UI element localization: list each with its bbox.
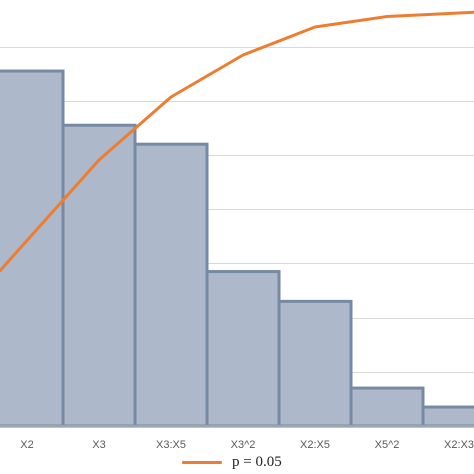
legend-label: p = 0.05 (232, 453, 282, 470)
x-tick-label: X3:X5 (156, 439, 186, 451)
bar-series (0, 69, 474, 428)
legend-line-swatch (182, 460, 222, 464)
x-tick-label: X2:X3 (444, 439, 474, 451)
bar-x2-x5 (277, 299, 353, 428)
x-tick-label: X2:X5 (300, 439, 330, 451)
x-axis-tick-labels: X2 X3 X3:X5 X3^2 X2:X5 X5^2 X2:X3 (20, 439, 474, 451)
bar-x2 (0, 69, 65, 428)
bar-x3 (61, 123, 137, 428)
x-tick-label: X3 (92, 439, 105, 451)
cumulative-line-series (0, 10, 474, 273)
bar-x2-x3 (421, 405, 474, 428)
x-tick-label: X5^2 (375, 439, 400, 451)
legend: p = 0.05 (182, 451, 282, 473)
x-tick-label: X3^2 (231, 439, 256, 451)
bar-x3-x5 (133, 142, 209, 428)
bar-x5-2 (349, 386, 425, 428)
bar-x3-2 (205, 270, 281, 428)
x-tick-label: X2 (20, 439, 33, 451)
